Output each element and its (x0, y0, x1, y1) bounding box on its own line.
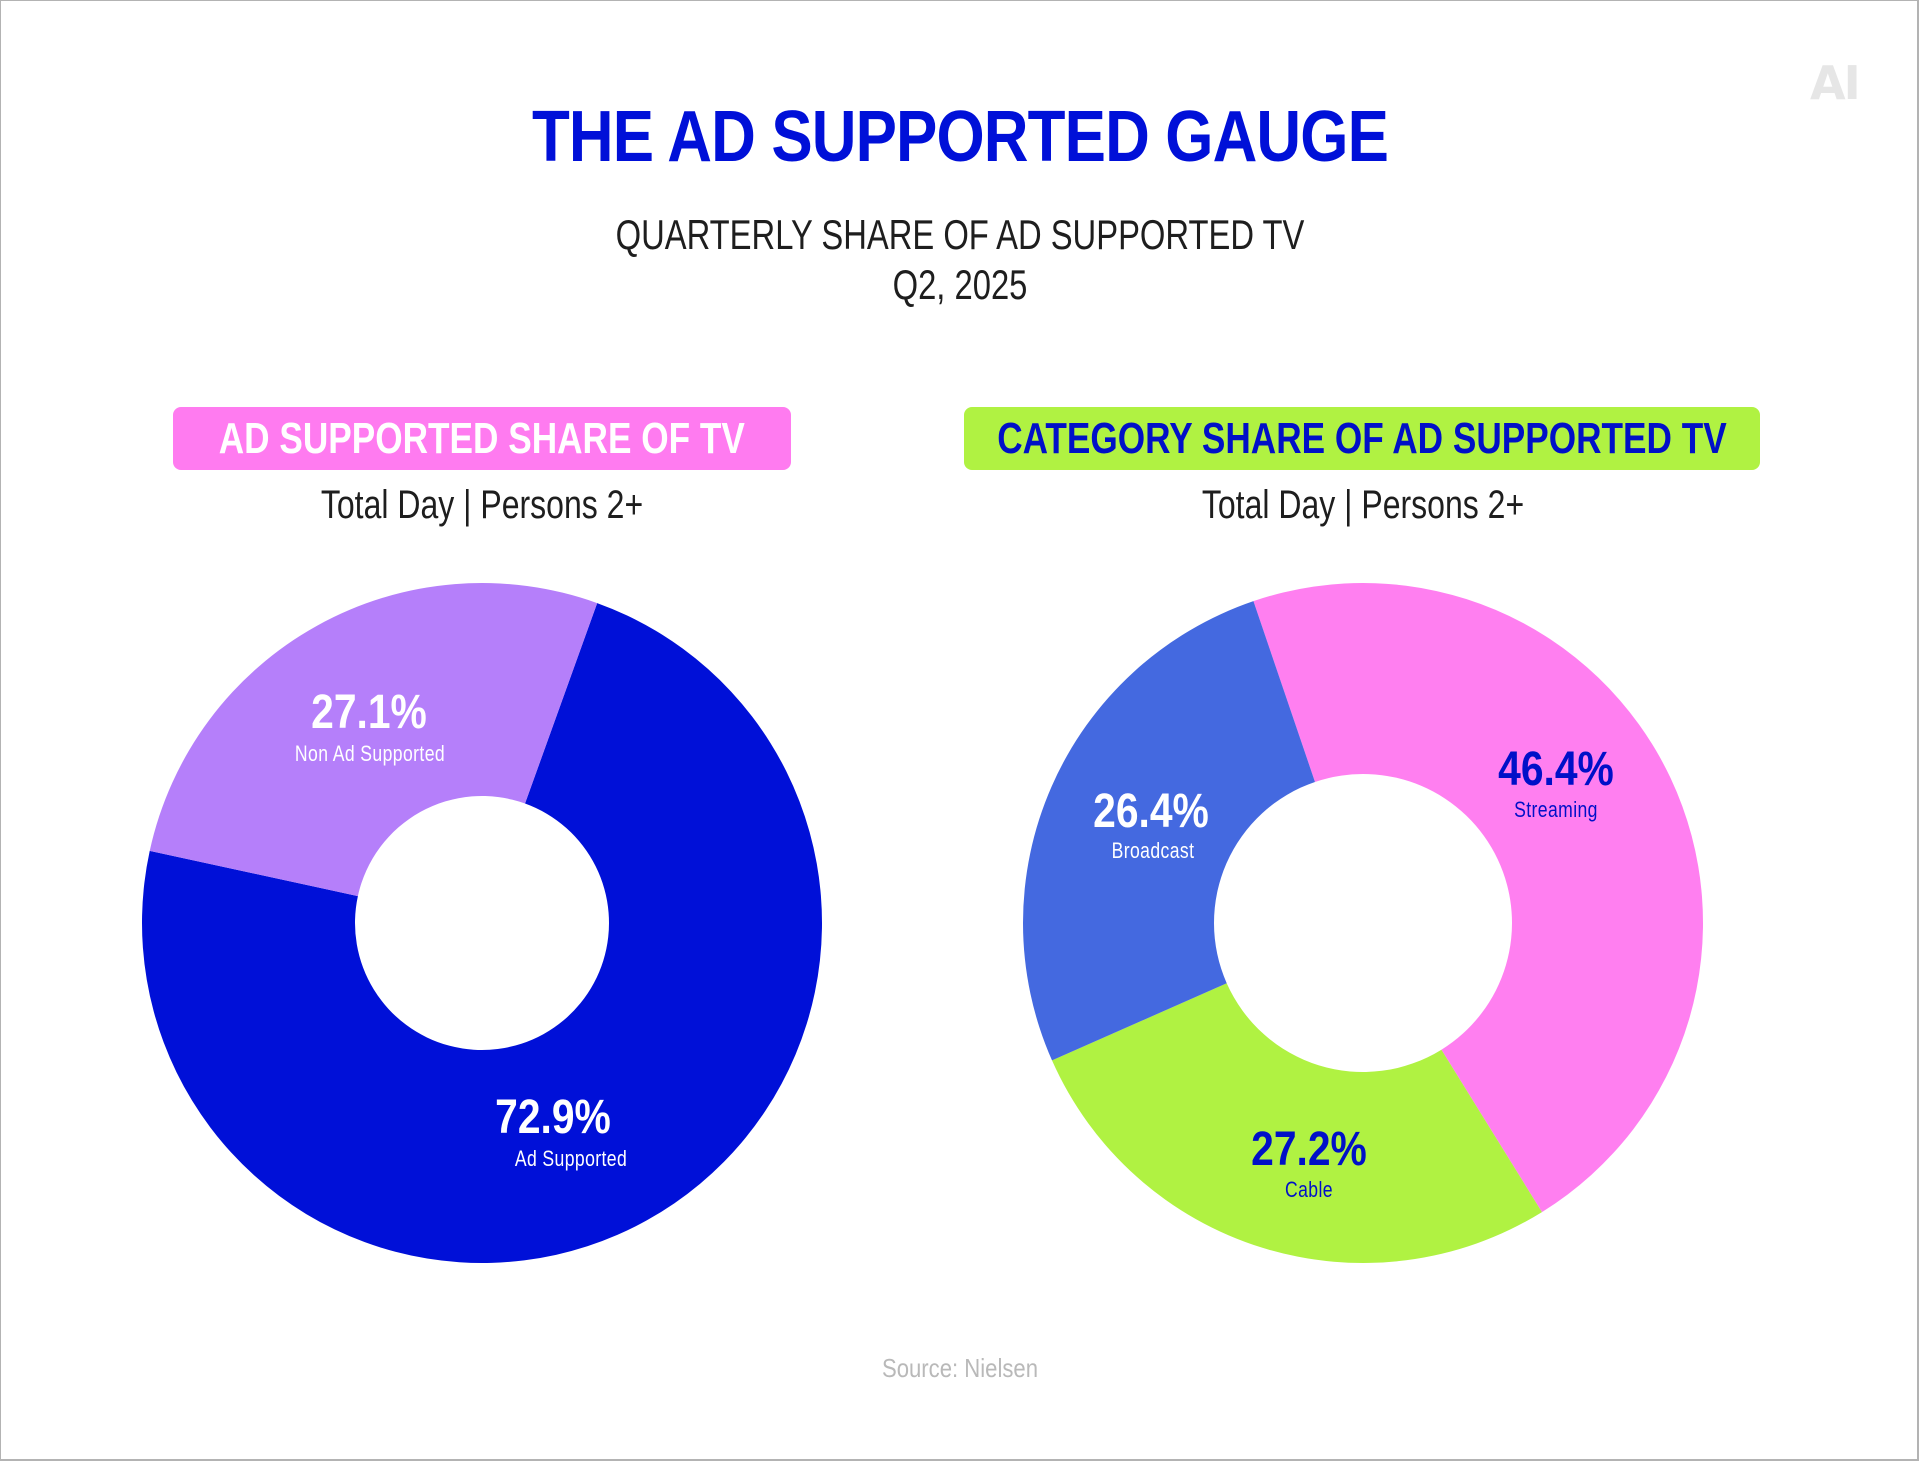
subtitle-line-2: Q2, 2025 (892, 261, 1028, 308)
non-ad-supported-label: Non Ad Supported (295, 742, 445, 766)
right-chart-caption: Total Day | Persons 2+ (1201, 483, 1525, 527)
brand-logo: AI (1810, 56, 1861, 110)
ad-supported-label: Ad Supported (515, 1147, 627, 1171)
slice-non-ad-supported (149, 583, 598, 897)
non-ad-supported-value: 27.1% (311, 686, 427, 739)
slice-ad-supported (142, 603, 822, 1263)
subtitle-line-1: QUARTERLY SHARE OF AD SUPPORTED TV (615, 211, 1305, 258)
source-note: Source: Nielsen (881, 1353, 1039, 1383)
broadcast-label: Broadcast (1112, 839, 1195, 863)
left-chart-heading: AD SUPPORTED SHARE OF TV (173, 407, 791, 470)
cable-label: Cable (1285, 1178, 1333, 1202)
right-chart-heading-text: CATEGORY SHARE OF AD SUPPORTED TV (997, 413, 1727, 463)
right-chart-heading: CATEGORY SHARE OF AD SUPPORTED TV (964, 407, 1760, 470)
ad-supported-value: 72.9% (495, 1091, 611, 1144)
slice-streaming (1253, 583, 1703, 1213)
ad-supported-share-donut (142, 583, 822, 1263)
left-chart-heading-text: AD SUPPORTED SHARE OF TV (218, 413, 746, 463)
left-chart-caption: Total Day | Persons 2+ (320, 483, 644, 527)
streaming-value: 46.4% (1498, 743, 1614, 796)
category-share-donut (1023, 583, 1703, 1263)
page-title: THE AD SUPPORTED GAUGE (531, 97, 1389, 177)
slice-broadcast (1023, 601, 1315, 1061)
broadcast-value: 26.4% (1093, 785, 1209, 838)
streaming-label: Streaming (1514, 798, 1598, 822)
cable-value: 27.2% (1251, 1123, 1367, 1176)
slice-cable (1052, 983, 1542, 1263)
